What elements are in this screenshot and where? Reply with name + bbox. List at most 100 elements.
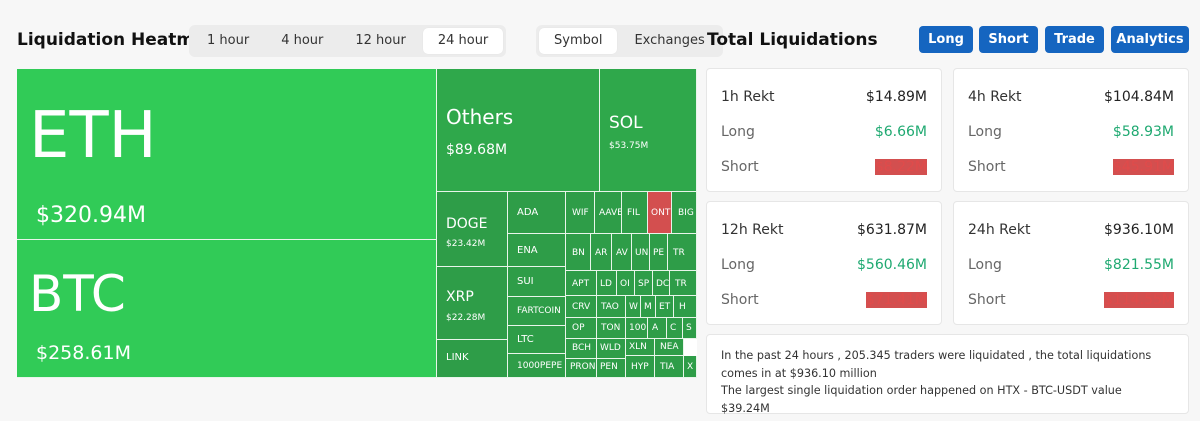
heatmap-tile-ada[interactable]: ADA: [508, 192, 566, 234]
tab-12-hour[interactable]: 12 hour: [355, 33, 406, 48]
heatmap-tile-1000pepe[interactable]: 1000PEPE: [508, 354, 566, 378]
heatmap-tile-h[interactable]: H: [674, 296, 697, 318]
tile-symbol: PE: [653, 248, 665, 258]
long-button[interactable]: Long: [919, 26, 973, 53]
short-button[interactable]: Short: [979, 26, 1038, 53]
card-1h-rekt: 1h Rekt $14.89M Long $6.66M Short $8.22M: [706, 68, 942, 192]
tile-symbol: M: [644, 302, 652, 312]
tile-symbol: ADA: [517, 207, 539, 218]
tile-symbol: W: [629, 302, 638, 312]
heatmap-tile-big[interactable]: BIG: [672, 192, 697, 234]
time-range-tabs: 1 hour 4 hour 12 hour 24 hour: [189, 25, 507, 57]
heatmap-tile-xrp[interactable]: XRP $22.28M: [437, 267, 508, 340]
tile-symbol: LD: [600, 279, 612, 289]
heatmap-tile-aave[interactable]: AAVE: [595, 192, 622, 234]
tile-symbol: Others: [446, 105, 514, 129]
short-label: Short: [721, 292, 759, 308]
heatmap-tile-xln[interactable]: XLN: [626, 339, 655, 356]
heatmap-tile-ont[interactable]: ONT: [648, 192, 672, 234]
liquidation-summary: In the past 24 hours , 205.345 traders w…: [706, 334, 1189, 415]
tab-4-hour[interactable]: 4 hour: [281, 33, 324, 48]
heatmap-tile-apt[interactable]: APT: [566, 271, 597, 296]
tile-symbol: WLD: [600, 343, 621, 353]
tile-symbol: BIG: [678, 208, 694, 218]
heatmap-tile-bn[interactable]: BN: [566, 234, 591, 271]
tile-symbol: DC: [656, 279, 670, 289]
tile-symbol: OI: [620, 279, 630, 289]
heatmap-tile-nea[interactable]: NEA: [655, 339, 684, 356]
tile-symbol: XLN: [629, 342, 647, 352]
card-12h-rekt: 12h Rekt $631.87M Long $560.46M Short $71.4…: [706, 201, 942, 325]
heatmap-tile-ena[interactable]: ENA: [508, 234, 566, 267]
tile-value: $53.75M: [609, 141, 649, 151]
heatmap-tile-crv[interactable]: CRV: [566, 296, 597, 318]
card-total: $14.89M: [865, 89, 927, 105]
heatmap-tile-ld[interactable]: LD: [597, 271, 617, 296]
card-24h-rekt: 24h Rekt $936.10M Long $821.55M Short $114.…: [953, 201, 1189, 325]
heatmap-tile-100[interactable]: 100: [626, 318, 648, 339]
short-value: $45.91M: [1112, 159, 1174, 175]
long-value: $560.46M: [857, 257, 927, 273]
short-label: Short: [968, 292, 1006, 308]
heatmap-tile-link[interactable]: LINK: [437, 340, 508, 378]
tab-symbol[interactable]: Symbol: [539, 28, 618, 54]
trade-button[interactable]: Trade: [1045, 26, 1104, 53]
heatmap-tile-w[interactable]: W: [626, 296, 641, 318]
tile-symbol: DOGE: [446, 216, 488, 232]
heatmap-tile-a[interactable]: A: [648, 318, 667, 339]
heatmap-tile-oi[interactable]: OI: [617, 271, 635, 296]
tab-1-hour[interactable]: 1 hour: [207, 33, 250, 48]
heatmap-tile-ar[interactable]: AR: [591, 234, 612, 271]
tab-24-hour[interactable]: 24 hour: [422, 28, 504, 54]
heatmap-tile-others[interactable]: Others $89.68M: [437, 69, 600, 192]
heatmap-tile-op[interactable]: OP: [566, 318, 597, 339]
view-tabs: Symbol Exchanges: [536, 25, 723, 57]
analytics-button[interactable]: Analytics: [1111, 26, 1189, 53]
tile-symbol: HYP: [631, 362, 649, 372]
card-label: 1h Rekt: [721, 89, 775, 105]
heatmap-tile-sui[interactable]: SUI: [508, 267, 566, 297]
heatmap-tile-bch[interactable]: BCH: [566, 339, 597, 359]
heatmap-tile-m[interactable]: M: [641, 296, 656, 318]
tile-symbol: NEA: [660, 342, 679, 352]
heatmap-tile-doge[interactable]: DOGE $23.42M: [437, 192, 508, 267]
heatmap-tile-fartcoin[interactable]: FARTCOIN: [508, 297, 566, 326]
tile-symbol: SUI: [517, 276, 534, 287]
tile-symbol: BN: [572, 248, 585, 258]
tile-symbol: PRON: [570, 362, 596, 372]
short-value: $8.22M: [874, 159, 927, 175]
heatmap-tile-hyp[interactable]: HYP: [626, 356, 655, 378]
long-value: $6.66M: [874, 124, 927, 140]
heatmap-tile-ltc[interactable]: LTC: [508, 326, 566, 354]
long-label: Long: [968, 124, 1002, 140]
tile-symbol: TR: [673, 248, 685, 258]
heatmap-tile-x[interactable]: X: [684, 356, 697, 378]
tile-symbol: TIA: [660, 362, 675, 372]
card-total: $936.10M: [1104, 222, 1174, 238]
heatmap-tile-btc[interactable]: BTC $258.61M: [17, 240, 437, 378]
heatmap-tile-tia[interactable]: TIA: [655, 356, 684, 378]
tile-symbol: A: [652, 323, 659, 333]
heatmap-tile-eth[interactable]: ETH $320.94M: [17, 69, 437, 240]
heatmap-tile-tr[interactable]: TR: [670, 271, 697, 296]
heatmap-tile-dc[interactable]: DC: [653, 271, 670, 296]
heatmap-tile-tao[interactable]: TAO: [597, 296, 626, 318]
heatmap-tile-sol[interactable]: SOL $53.75M: [600, 69, 697, 192]
heatmap-tile-pe[interactable]: PE: [650, 234, 668, 271]
heatmap-tile-wif[interactable]: WIF: [566, 192, 595, 234]
heatmap-tile-tr[interactable]: TR: [668, 234, 697, 271]
heatmap-tile-s[interactable]: S: [683, 318, 697, 339]
heatmap-tile-pen[interactable]: PEN: [597, 359, 626, 378]
heatmap-tile-un[interactable]: UN: [632, 234, 650, 271]
heatmap-tile-ton[interactable]: TON: [597, 318, 626, 339]
tab-exchanges[interactable]: Exchanges: [634, 33, 705, 48]
heatmap-tile-fil[interactable]: FIL: [622, 192, 648, 234]
heatmap-tile-wld[interactable]: WLD: [597, 339, 626, 359]
tile-symbol: LINK: [446, 352, 469, 363]
heatmap-tile-pron[interactable]: PRON: [566, 359, 597, 378]
heatmap-tile-sp[interactable]: SP: [635, 271, 653, 296]
heatmap-tile-c[interactable]: C: [667, 318, 683, 339]
heatmap-tile-av[interactable]: AV: [612, 234, 632, 271]
tile-symbol: FIL: [627, 208, 640, 218]
heatmap-tile-et[interactable]: ET: [656, 296, 674, 318]
